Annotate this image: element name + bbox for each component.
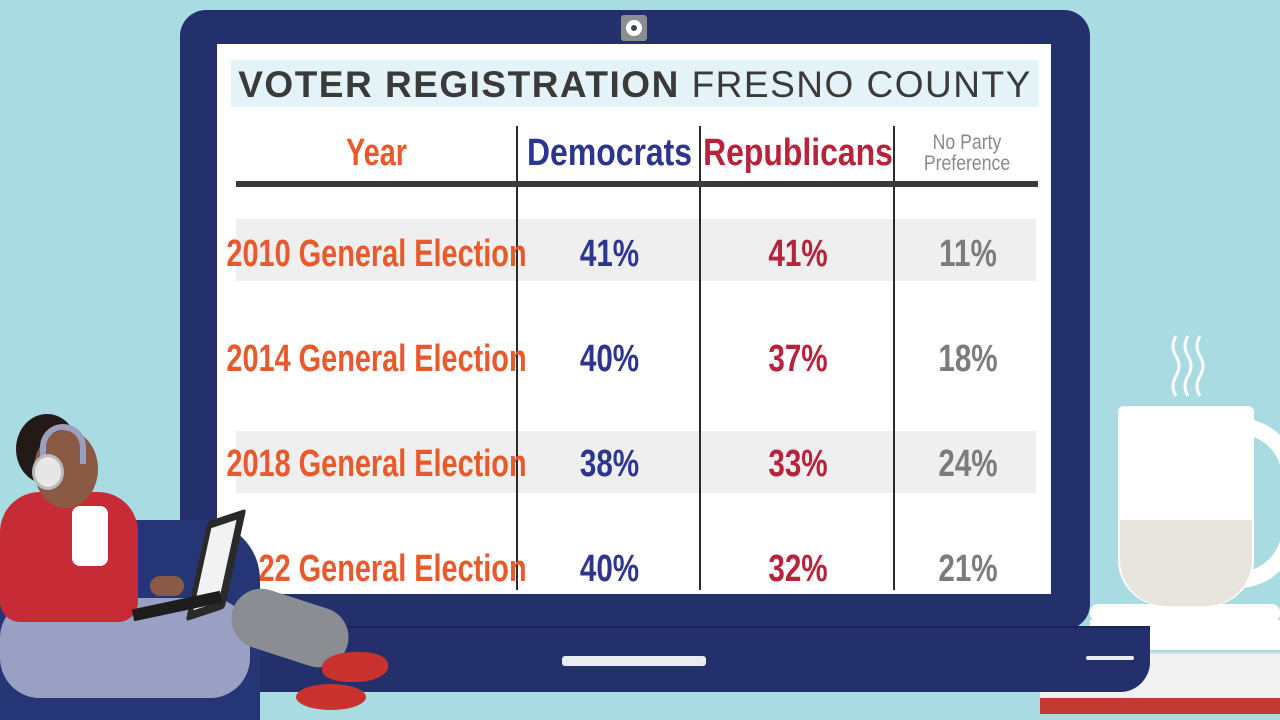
row-stripe <box>236 219 1036 281</box>
person-torso <box>0 492 138 622</box>
header-republicans: Republicans <box>703 131 893 174</box>
title-bold: VOTER REGISTRATION <box>238 64 680 105</box>
table-cell-democrats: 40% <box>579 547 640 590</box>
table-cell-npp: 21% <box>938 547 998 590</box>
table-cell-npp: 11% <box>939 232 997 275</box>
table-cell-republicans: 37% <box>768 337 828 380</box>
header-rule <box>236 181 1038 187</box>
table-cell-year: 2018 General Election <box>226 442 527 485</box>
headphones-band <box>40 424 86 464</box>
column-divider <box>516 126 518 590</box>
table-cell-republicans: 41% <box>768 232 828 275</box>
title-bar <box>231 60 1039 107</box>
table-cell-democrats: 38% <box>579 442 640 485</box>
column-divider <box>893 126 895 590</box>
table-cell-democrats: 40% <box>579 337 640 380</box>
table-cell-year: 2014 General Election <box>226 337 527 380</box>
header-npp-label: No Party Preference <box>923 131 1011 175</box>
table-cell-democrats: 41% <box>579 232 640 275</box>
header-year: Year <box>345 131 408 174</box>
header-democrats: Democrats <box>527 131 693 174</box>
table-cell-year: 2010 General Election <box>226 232 527 275</box>
table-cell-npp: 18% <box>938 337 998 380</box>
column-divider <box>699 126 701 590</box>
shoe-illustration <box>322 652 388 682</box>
laptop-light <box>1086 656 1134 660</box>
table-cell-republicans: 33% <box>768 442 828 485</box>
table-cell-republicans: 32% <box>768 547 828 590</box>
webcam-dot <box>631 25 637 31</box>
headphones-icon <box>32 454 64 490</box>
laptop-screen <box>217 44 1051 594</box>
table-cell-npp: 24% <box>938 442 998 485</box>
person-shirt <box>72 506 108 566</box>
table-cell-year: 2022 General Election <box>226 547 527 590</box>
mug-shadow <box>1120 520 1252 606</box>
person-hand <box>150 576 184 596</box>
laptop-notch <box>562 656 706 666</box>
saucer-illustration <box>1090 604 1280 622</box>
page-title: VOTER REGISTRATION FRESNO COUNTY <box>231 60 1039 107</box>
row-stripe <box>236 431 1036 493</box>
shoe-illustration <box>296 684 366 710</box>
title-light: FRESNO COUNTY <box>691 64 1032 105</box>
steam-icon <box>1171 335 1205 397</box>
book-illustration <box>1040 694 1280 714</box>
header-npp: No Party Preference <box>911 126 1024 180</box>
